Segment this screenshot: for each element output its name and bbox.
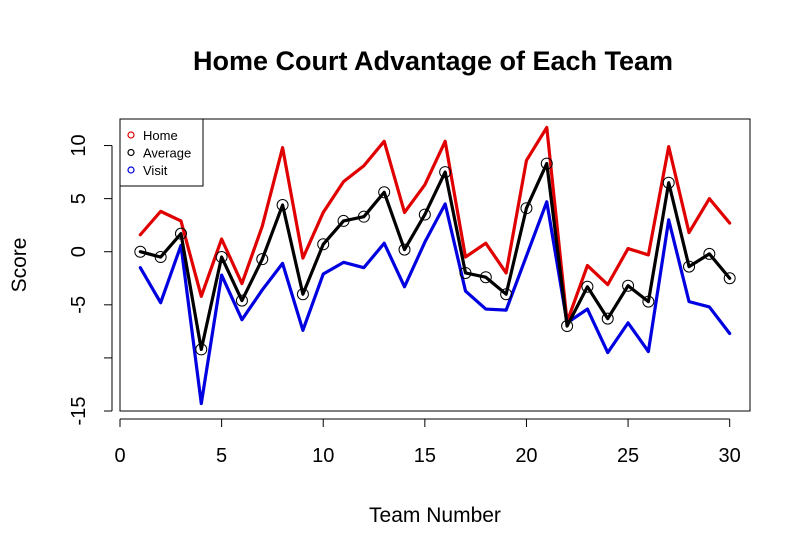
data-point-average <box>662 176 675 189</box>
data-point-average <box>418 208 431 221</box>
data-point-average <box>500 288 513 301</box>
series-line-average <box>138 161 732 352</box>
chart-title: Home Court Advantage of Each Team <box>193 46 673 76</box>
data-point-average <box>134 245 147 258</box>
data-point-average <box>398 243 411 256</box>
x-tick-label: 30 <box>719 445 741 467</box>
x-tick-label: 5 <box>216 445 227 467</box>
plot-frame <box>119 118 751 412</box>
data-point-average <box>357 210 370 223</box>
data-point-average <box>540 157 553 170</box>
data-point-average <box>215 251 228 264</box>
data-point-average <box>683 260 696 273</box>
x-tick-label: 10 <box>312 445 334 467</box>
data-point-average <box>459 266 472 279</box>
data-point-average <box>723 272 736 285</box>
legend: Home Average Visit <box>119 118 204 187</box>
series-layer <box>134 125 736 406</box>
x-tick-label: 15 <box>414 445 436 467</box>
data-point-average <box>337 214 350 227</box>
data-point-average <box>439 166 452 179</box>
data-point-average <box>276 199 289 212</box>
data-point-average <box>317 238 330 251</box>
data-point-average <box>622 279 635 292</box>
y-axis-label: Score <box>8 238 31 293</box>
data-point-average <box>154 251 167 264</box>
x-tick-label: 20 <box>515 445 537 467</box>
data-point-average <box>479 271 492 284</box>
x-axis: 0 5 10 15 20 25 30 <box>114 418 741 467</box>
data-point-average <box>235 294 248 307</box>
y-tick-label: 10 <box>68 134 90 156</box>
y-tick-label: -15 <box>68 397 90 426</box>
data-point-average <box>296 288 309 301</box>
data-point-average <box>642 295 655 308</box>
x-tick-label: 0 <box>114 445 125 467</box>
y-tick-label: 0 <box>68 246 90 257</box>
data-point-average <box>256 253 269 266</box>
legend-label-home: Home <box>143 128 178 143</box>
data-point-average <box>195 343 208 356</box>
series-line-visit <box>138 200 732 406</box>
legend-label-average: Average <box>143 146 191 161</box>
data-point-average <box>703 247 716 260</box>
legend-marker-visit <box>127 166 135 174</box>
y-tick-label: 5 <box>68 193 90 204</box>
legend-label-visit: Visit <box>143 163 168 178</box>
data-point-average <box>581 280 594 293</box>
data-point-average <box>520 202 533 215</box>
series-line-home <box>138 125 732 324</box>
y-tick-label: -5 <box>68 296 90 314</box>
data-point-average <box>601 312 614 325</box>
legend-marker-average <box>127 148 135 157</box>
y-axis: -15 -5 0 5 10 <box>68 134 113 426</box>
legend-marker-home <box>127 131 135 139</box>
x-axis-label: Team Number <box>369 504 501 527</box>
data-point-average <box>378 186 391 199</box>
data-point-average <box>561 320 574 333</box>
data-point-average <box>174 227 187 240</box>
x-tick-label: 25 <box>617 445 639 467</box>
